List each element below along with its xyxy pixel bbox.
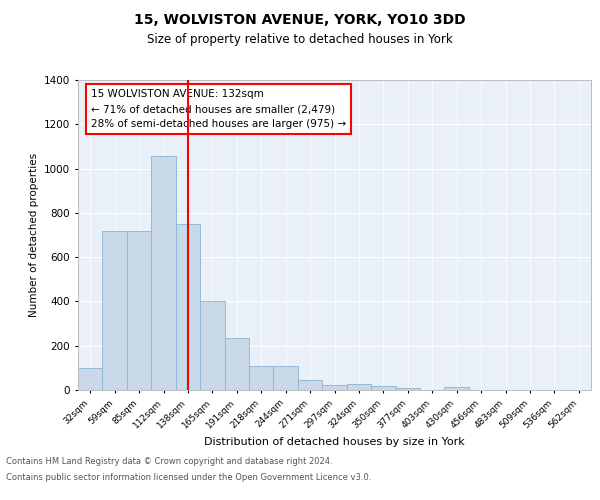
Bar — [224, 338, 249, 390]
Text: 15 WOLVISTON AVENUE: 132sqm
← 71% of detached houses are smaller (2,479)
28% of : 15 WOLVISTON AVENUE: 132sqm ← 71% of det… — [91, 90, 346, 129]
X-axis label: Distribution of detached houses by size in York: Distribution of detached houses by size … — [204, 436, 465, 446]
Bar — [151, 156, 176, 390]
Bar — [78, 368, 103, 390]
Bar — [103, 230, 127, 390]
Text: Contains public sector information licensed under the Open Government Licence v3: Contains public sector information licen… — [6, 472, 371, 482]
Bar — [445, 388, 469, 390]
Y-axis label: Number of detached properties: Number of detached properties — [29, 153, 38, 317]
Bar — [371, 386, 395, 390]
Bar — [200, 302, 224, 390]
Text: Size of property relative to detached houses in York: Size of property relative to detached ho… — [147, 32, 453, 46]
Bar — [322, 385, 347, 390]
Bar — [249, 366, 274, 390]
Bar — [176, 224, 200, 390]
Text: 15, WOLVISTON AVENUE, YORK, YO10 3DD: 15, WOLVISTON AVENUE, YORK, YO10 3DD — [134, 12, 466, 26]
Bar — [274, 366, 298, 390]
Bar — [298, 380, 322, 390]
Bar — [395, 388, 420, 390]
Bar — [347, 384, 371, 390]
Bar — [127, 230, 151, 390]
Text: Contains HM Land Registry data © Crown copyright and database right 2024.: Contains HM Land Registry data © Crown c… — [6, 458, 332, 466]
